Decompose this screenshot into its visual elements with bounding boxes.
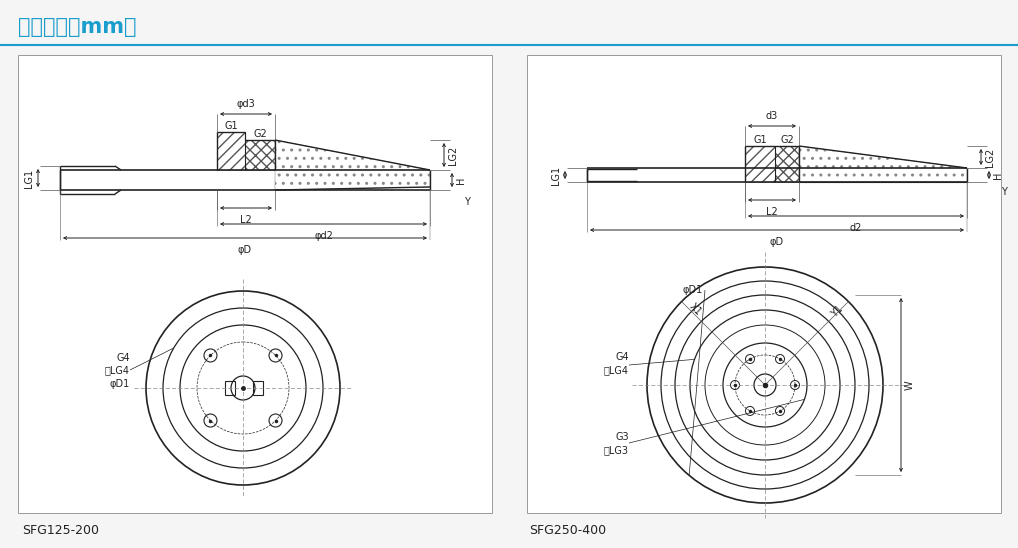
Text: G4: G4 xyxy=(615,352,629,362)
Text: Y1: Y1 xyxy=(829,304,845,319)
Bar xyxy=(225,381,235,395)
Text: LG1: LG1 xyxy=(551,165,561,185)
Text: φD: φD xyxy=(238,245,252,255)
Text: φd3: φd3 xyxy=(236,99,256,109)
Text: 尺寸规格（mm）: 尺寸规格（mm） xyxy=(18,17,136,37)
Text: 深LG3: 深LG3 xyxy=(604,445,629,455)
Text: 深LG4: 深LG4 xyxy=(105,365,130,375)
Text: G2: G2 xyxy=(253,129,267,139)
Text: LG1: LG1 xyxy=(24,168,34,187)
Text: Y: Y xyxy=(1001,187,1007,197)
Bar xyxy=(527,55,1001,513)
Text: H: H xyxy=(993,172,1003,179)
Text: φD1: φD1 xyxy=(110,379,130,389)
Text: d2: d2 xyxy=(850,223,862,233)
Text: X1: X1 xyxy=(687,301,703,318)
Text: LG2: LG2 xyxy=(985,147,995,167)
Text: L2: L2 xyxy=(767,207,778,217)
Text: G2: G2 xyxy=(780,135,794,145)
Bar xyxy=(18,55,492,513)
Text: LG2: LG2 xyxy=(448,145,458,164)
Text: G1: G1 xyxy=(224,121,238,131)
Text: Y: Y xyxy=(464,197,470,207)
Text: 深LG4: 深LG4 xyxy=(604,365,629,375)
Text: φD: φD xyxy=(770,237,784,247)
Bar xyxy=(253,381,263,395)
Text: G3: G3 xyxy=(615,432,629,442)
Text: SFG250-400: SFG250-400 xyxy=(529,523,606,536)
Text: W: W xyxy=(905,380,915,390)
Text: d3: d3 xyxy=(766,111,778,121)
Text: G4: G4 xyxy=(116,353,130,363)
Text: L2: L2 xyxy=(240,215,251,225)
Text: φD1: φD1 xyxy=(683,285,703,295)
Text: H: H xyxy=(456,176,466,184)
Text: SFG125-200: SFG125-200 xyxy=(22,523,99,536)
Text: φd2: φd2 xyxy=(315,231,333,241)
Text: G1: G1 xyxy=(753,135,767,145)
